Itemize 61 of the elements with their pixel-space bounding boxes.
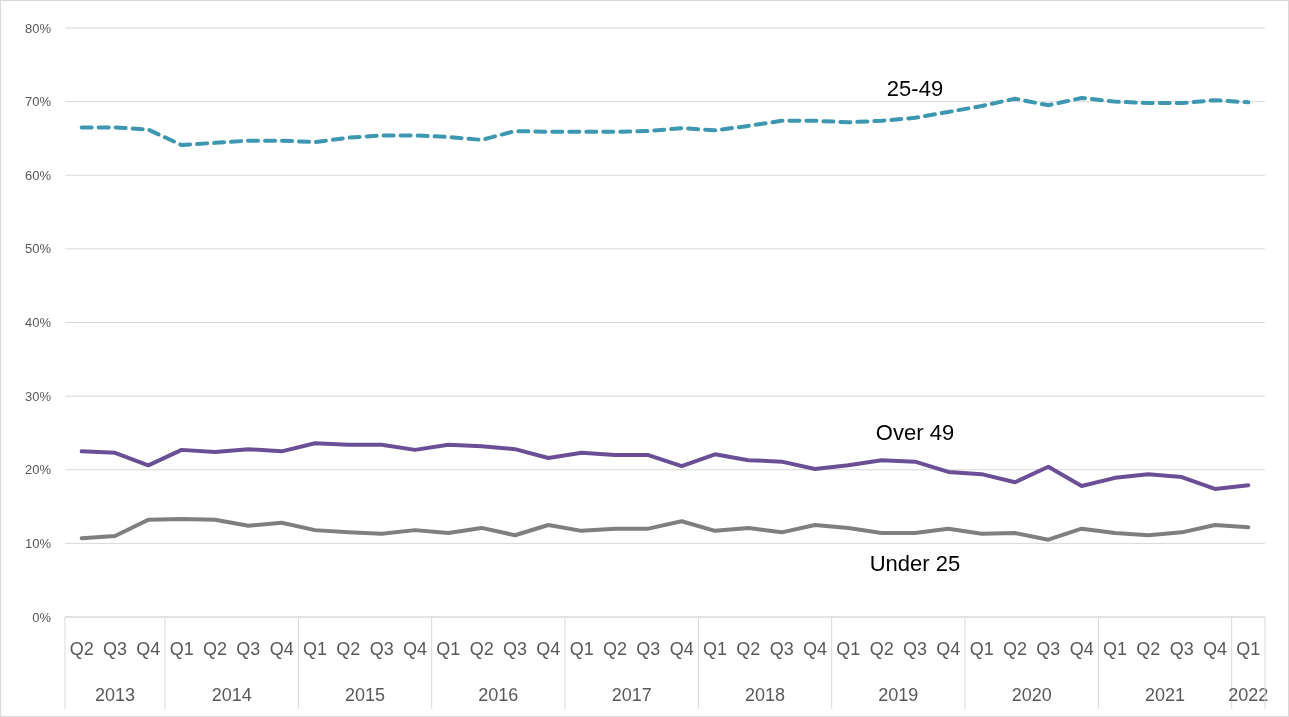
text: 2015: [344, 685, 386, 705]
y-tick-label: 60%: [24, 167, 52, 183]
x-tick-label: Q1: [302, 639, 328, 659]
line-series: [79, 95, 1251, 148]
x-tick-label: Q3: [636, 639, 661, 659]
text: 2017: [611, 685, 652, 705]
y-tick-label: 10%: [24, 535, 52, 551]
text: 2021: [1144, 685, 1186, 705]
x-tick-label: Q3: [902, 639, 928, 659]
y-tick-label: 80%: [24, 20, 52, 36]
x-tick-label: Q2: [1136, 639, 1161, 659]
x-tick-label: Q4: [269, 639, 294, 659]
series-label: 25-49: [886, 75, 944, 101]
x-tick-label: Q3: [369, 639, 394, 659]
x-tick-label: Q2: [602, 639, 628, 659]
series-label: Over 49: [875, 419, 955, 445]
y-tick-label: 30%: [24, 388, 52, 404]
text: 2016: [478, 685, 519, 705]
text: 2018: [744, 685, 786, 705]
text: 2022: [1228, 685, 1269, 705]
x-tick-label: Q4: [536, 639, 561, 659]
x-tick-label: Q2: [469, 639, 494, 659]
x-tick-label: Q1: [702, 639, 728, 659]
text: 2014: [211, 685, 252, 705]
x-tick-label: Q3: [236, 639, 261, 659]
x-tick-label: Q4: [1069, 639, 1094, 659]
x-tick-label: Q4: [669, 639, 694, 659]
y-tick-label: 20%: [24, 462, 52, 478]
x-tick-label: Q3: [1169, 639, 1194, 659]
x-tick-label: Q2: [736, 639, 761, 659]
x-tick-label: Q1: [836, 639, 861, 659]
x-tick-label: Q1: [1236, 639, 1261, 659]
x-tick-label: Q3: [502, 639, 528, 659]
text: 2013: [94, 685, 136, 705]
x-tick-label: Q4: [936, 639, 961, 659]
x-tick-label: Q2: [869, 639, 894, 659]
x-tick-label: Q2: [69, 639, 94, 659]
y-tick-label: 70%: [24, 94, 52, 110]
y-tick-label: 50%: [24, 241, 52, 257]
x-tick-label: Q1: [569, 639, 594, 659]
line-series: [79, 517, 1251, 542]
x-tick-label: Q1: [169, 639, 194, 659]
y-tick-label: 40%: [24, 315, 52, 331]
y-tick-label: 0%: [32, 609, 52, 625]
x-tick-label: Q3: [102, 639, 128, 659]
x-tick-label: Q4: [1202, 639, 1228, 659]
x-tick-label: Q1: [436, 639, 461, 659]
x-tick-label: Q2: [1002, 639, 1028, 659]
x-tick-label: Q4: [802, 639, 828, 659]
x-tick-label: Q3: [769, 639, 794, 659]
text: 2019: [878, 685, 919, 705]
x-tick-label: Q3: [1036, 639, 1061, 659]
x-tick-label: Q4: [136, 639, 161, 659]
line-series: [79, 441, 1251, 491]
x-tick-label: Q4: [402, 639, 428, 659]
x-tick-label: Q1: [1102, 639, 1128, 659]
series-label: Under 25: [869, 551, 961, 577]
x-tick-label: Q2: [202, 639, 228, 659]
x-tick-label: Q1: [969, 639, 994, 659]
text: 2020: [1011, 685, 1052, 705]
x-tick-label: Q2: [336, 639, 361, 659]
